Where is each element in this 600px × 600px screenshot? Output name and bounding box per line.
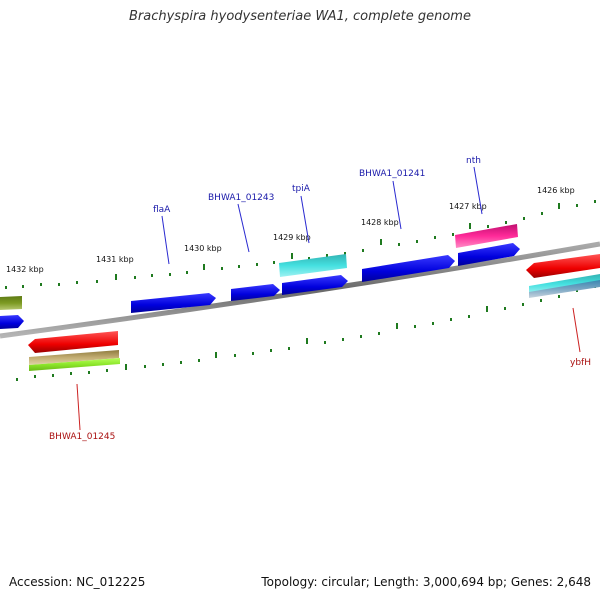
gene-arrow-flaA[interactable]	[131, 293, 216, 313]
reverse-gene-track	[0, 254, 600, 371]
gene-label-BHWA1-01243[interactable]: BHWA1_01243	[208, 193, 274, 203]
gene-arrow-ybfH-steel[interactable]	[529, 280, 600, 298]
gene-arrow-BHWA1-01245-lime[interactable]	[29, 358, 120, 371]
gene-arrow-BHWA1-01243[interactable]	[231, 284, 280, 301]
gene-arrow-partial-olive[interactable]	[0, 296, 22, 310]
gene-label-flaA[interactable]: flaA	[153, 205, 171, 215]
scale-label-1426: 1426 kbp	[537, 186, 575, 195]
scale-label-1427: 1427 kbp	[449, 202, 487, 211]
gene-arrow-nth-blue[interactable]	[458, 243, 520, 266]
gene-label-tpiA[interactable]: tpiA	[292, 184, 311, 194]
gene-arrow-ybfH[interactable]	[526, 254, 600, 278]
forward-tick-track	[5, 200, 596, 289]
gene-label-ybfH[interactable]: ybfH	[570, 358, 591, 368]
gene-arrow-nth[interactable]	[455, 224, 518, 248]
gene-arrow-tpiA[interactable]	[279, 254, 347, 277]
gene-arrow-BHWA1-01245-tan[interactable]	[29, 350, 119, 365]
accession-text: Accession: NC_012225	[9, 575, 146, 589]
label-leader-lines	[76, 166, 581, 431]
gene-label-BHWA1-01241[interactable]: BHWA1_01241	[359, 169, 425, 179]
gene-arrow-partial-blue[interactable]	[0, 315, 24, 329]
scale-label-1432: 1432 kbp	[6, 265, 44, 274]
scale-label-1429: 1429 kbp	[273, 233, 311, 242]
forward-gene-track	[0, 224, 520, 313]
genome-backbone	[0, 241, 600, 339]
scale-label-1430: 1430 kbp	[184, 244, 222, 253]
gene-arrow-BHWA1-01245[interactable]	[28, 331, 118, 353]
scale-label-1431: 1431 kbp	[96, 255, 134, 264]
gene-arrow-tpiA-blue[interactable]	[282, 275, 348, 295]
gene-arrow-BHWA1-01241[interactable]	[362, 255, 455, 282]
gene-label-BHWA1-01245[interactable]: BHWA1_01245	[49, 432, 115, 442]
genome-summary-text: Topology: circular; Length: 3,000,694 bp…	[261, 575, 591, 589]
gene-label-nth[interactable]: nth	[466, 156, 481, 166]
map-title: Brachyspira hyodysenteriae WA1, complete…	[129, 9, 471, 24]
scale-label-1428: 1428 kbp	[361, 218, 399, 227]
